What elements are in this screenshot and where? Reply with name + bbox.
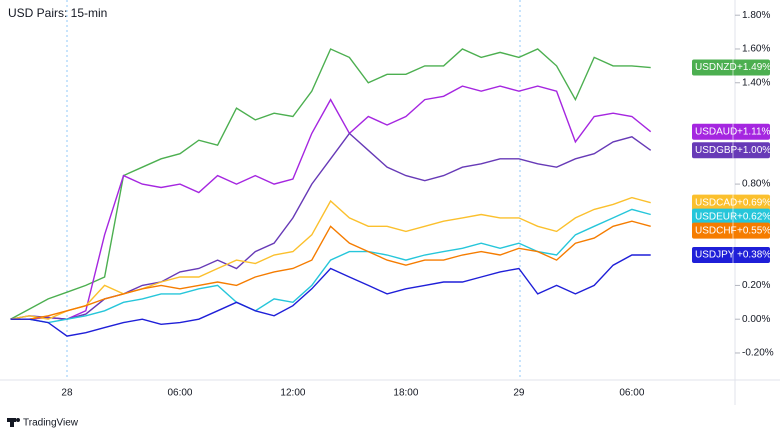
series-end-label: USDEUR +0.62% [692, 208, 771, 225]
label-box [692, 222, 770, 239]
series-line [10, 220, 651, 320]
series-end-label: USDCAD +0.69% [692, 194, 771, 211]
x-tick-label: 12:00 [280, 388, 305, 399]
series-line [10, 208, 651, 324]
legend-name: USDAUD [695, 126, 737, 137]
y-tick-label: 0.00% [742, 314, 770, 325]
label-box [692, 247, 770, 264]
series-line [10, 254, 651, 337]
series-end-label: USDNZD +1.49% [692, 59, 771, 76]
series-line [10, 48, 651, 320]
value-label: +1.00% [737, 145, 771, 156]
x-tick-label: 28 [61, 388, 73, 399]
value-label: +1.49% [737, 62, 771, 73]
x-tick-label: 06:00 [167, 388, 192, 399]
series-end-label: USDJPY +0.38% [692, 247, 771, 264]
value-label: +1.11% [737, 126, 771, 137]
y-tick-label: 0.80% [742, 179, 770, 190]
x-tick-label: 18:00 [393, 388, 418, 399]
label-box [692, 142, 770, 159]
series-line [10, 85, 652, 320]
y-tick-label: 1.80% [742, 10, 770, 21]
x-tick-label: 06:00 [619, 388, 644, 399]
label-box [692, 194, 770, 211]
y-tick-label: 1.60% [742, 44, 770, 55]
legend-name: USDEUR [695, 211, 737, 222]
series-end-label: USDAUD +1.11% [692, 123, 771, 140]
chart-title: USD Pairs: 15-min [8, 6, 107, 20]
value-label: +0.69% [737, 197, 771, 208]
series-end-label: USDGBP +1.00% [692, 142, 771, 159]
value-label: +0.62% [737, 211, 771, 222]
x-tick-label: 29 [513, 388, 525, 399]
label-box [692, 208, 770, 225]
brand-name: TradingView [23, 418, 79, 429]
legend-name: USDCAD [695, 197, 737, 208]
legend-name: USDCHF [695, 225, 737, 236]
value-label: +0.38% [737, 250, 771, 261]
legend-name: USDJPY [695, 250, 735, 261]
series-end-label: USDCHF +0.55% [692, 222, 771, 239]
y-tick-label: 0.20% [742, 280, 770, 291]
legend-name: USDGBP [695, 145, 738, 156]
series-line [10, 196, 651, 320]
legend-name: USDNZD [695, 62, 737, 73]
y-tick-label: -0.20% [742, 348, 774, 359]
brand-logo: TradingView [7, 418, 79, 429]
label-box [692, 123, 770, 140]
value-label: +0.55% [737, 225, 771, 236]
label-box [692, 59, 770, 76]
y-tick-label: 1.40% [742, 77, 770, 88]
